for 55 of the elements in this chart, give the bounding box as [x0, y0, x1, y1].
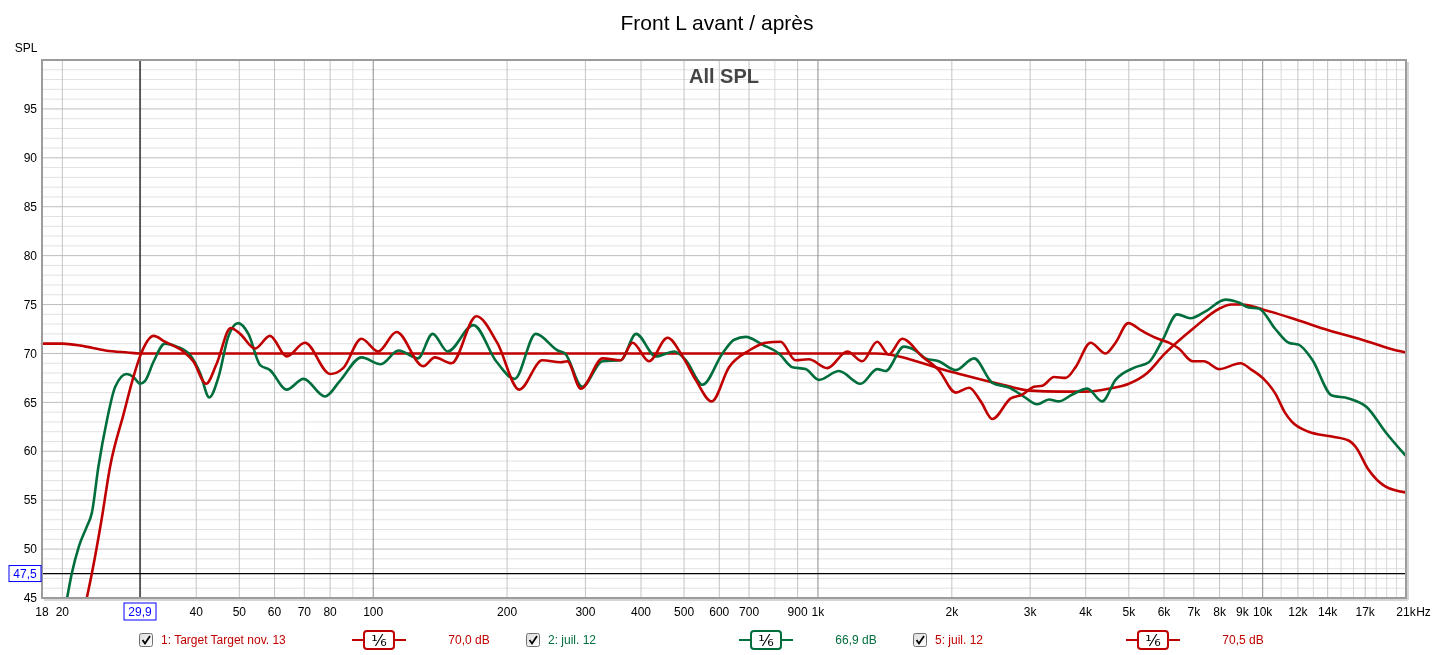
text: ¹⁄₆: [758, 630, 774, 650]
x-tick-label: 50: [232, 605, 247, 620]
x-tick-label: 400: [630, 605, 652, 620]
x-tick-label: 4k: [1079, 605, 1094, 620]
x-tick-label: 10k: [1253, 605, 1274, 620]
y-tick-label: 85: [23, 199, 38, 214]
x-tick-label: 20: [55, 605, 70, 620]
ref-line-label: 47,5: [13, 566, 37, 581]
x-tick-label: 6k: [1157, 605, 1172, 620]
x-axis-title: Hz: [1416, 605, 1431, 620]
chart-title: Front L avant / après: [620, 11, 814, 34]
x-tick-label: 12k: [1288, 605, 1309, 620]
x-tick-label: 7k: [1187, 605, 1202, 620]
x-tick-label: 1k: [811, 605, 826, 620]
x-tick-label: 80: [323, 605, 338, 620]
y-tick-label: 50: [23, 542, 38, 557]
x-tick-label: 700: [739, 605, 760, 620]
x-tick-label: 2k: [945, 605, 960, 620]
legend-label: 1: Target Target nov. 13: [161, 633, 287, 648]
x-tick-label: 8k: [1213, 605, 1227, 620]
text: ¹⁄₆: [1145, 630, 1161, 650]
text: 70,0 dB: [448, 633, 490, 648]
text: ¹⁄₆: [371, 630, 387, 650]
x-tick-label: 100: [363, 605, 384, 620]
x-tick-label: 40: [189, 605, 204, 620]
y-tick-label: 45: [23, 591, 38, 606]
x-tick-label: 9k: [1236, 605, 1250, 620]
x-tick-label: 900: [787, 605, 808, 620]
y-tick-label: 95: [23, 102, 38, 117]
text: 70,5 dB: [1222, 633, 1264, 648]
x-tick-label: 21k: [1396, 605, 1417, 620]
chart-subtitle: All SPL: [688, 65, 760, 87]
x-tick-label: 70: [297, 605, 312, 620]
y-tick-label: 90: [23, 151, 38, 166]
y-tick-label: 75: [23, 297, 38, 312]
x-tick-label: 5k: [1122, 605, 1137, 620]
legend-label: 2: juil. 12: [548, 633, 597, 648]
x-tick-label: 200: [497, 605, 518, 620]
x-tick-label: 300: [575, 605, 596, 620]
x-tick-label: 17k: [1355, 605, 1376, 620]
x-tick-label: 60: [267, 605, 282, 620]
y-axis-title: SPL: [14, 41, 38, 55]
ref-line-label: 29,9: [128, 605, 153, 620]
x-tick-label: 3k: [1023, 605, 1038, 620]
y-tick-label: 70: [23, 346, 38, 361]
x-tick-label: 14k: [1318, 605, 1339, 620]
x-tick-label: 18: [35, 605, 49, 620]
legend-label: 5: juil. 12: [935, 633, 984, 648]
y-tick-label: 80: [23, 248, 38, 263]
y-tick-label: 65: [23, 395, 38, 410]
text: 66,9 dB: [835, 633, 877, 648]
x-tick-label: 600: [709, 605, 730, 620]
y-tick-label: 60: [23, 444, 38, 459]
x-tick-label: 500: [674, 605, 695, 620]
y-tick-label: 55: [23, 493, 38, 508]
